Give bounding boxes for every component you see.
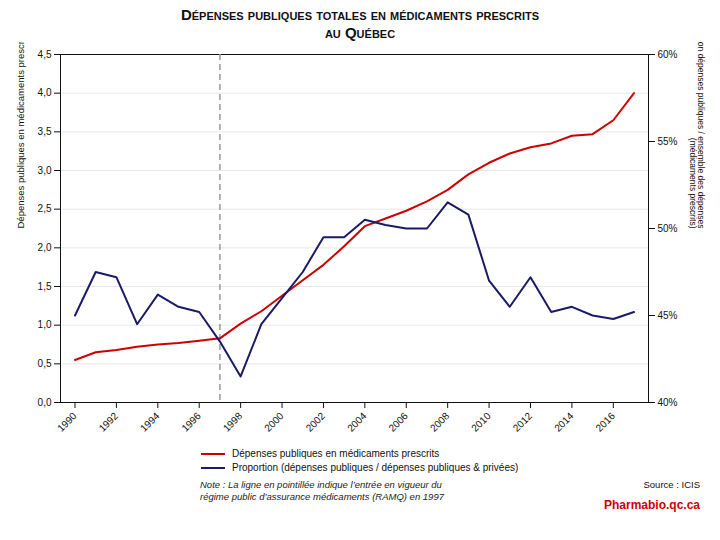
- svg-text:Proportion dépenses publiques: Proportion dépenses publiques / ensemble…: [688, 42, 707, 229]
- svg-text:2012: 2012: [511, 410, 535, 434]
- svg-text:1,5: 1,5: [38, 281, 52, 292]
- svg-text:55%: 55%: [658, 136, 678, 147]
- html-text:Dépenses publiques en médicame: Dépenses publiques en médicaments prescr…: [232, 448, 440, 459]
- svg-text:1992: 1992: [97, 410, 121, 434]
- html-text:Proportion (dépenses publiques: Proportion (dépenses publiques / dépense…: [232, 462, 519, 473]
- svg-text:2008: 2008: [428, 410, 452, 434]
- svg-text:1,0: 1,0: [38, 319, 52, 330]
- svg-text:2000: 2000: [262, 410, 286, 434]
- svg-text:0,5: 0,5: [38, 358, 52, 369]
- svg-text:1990: 1990: [55, 410, 79, 434]
- svg-text:2002: 2002: [304, 410, 328, 434]
- svg-text:2006: 2006: [386, 410, 410, 434]
- svg-text:3,5: 3,5: [38, 126, 52, 137]
- svg-text:45%: 45%: [658, 310, 678, 321]
- svg-text:3,0: 3,0: [38, 165, 52, 176]
- svg-text:2010: 2010: [469, 410, 493, 434]
- svg-text:1996: 1996: [179, 410, 203, 434]
- svg-text:2014: 2014: [552, 410, 576, 434]
- svg-text:1994: 1994: [138, 410, 162, 434]
- html-text:Note : La ligne en pointillée: Note : La ligne en pointillée indique l’…: [200, 479, 444, 502]
- html-text:Dépenses publiques totales en: Dépenses publiques totales en médicament…: [180, 6, 540, 41]
- svg-text:60%: 60%: [658, 49, 678, 60]
- svg-text:2,5: 2,5: [38, 203, 52, 214]
- svg-text:1998: 1998: [221, 410, 245, 434]
- svg-text:4,5: 4,5: [38, 49, 52, 60]
- svg-text:4,0: 4,0: [38, 87, 52, 98]
- svg-text:2016: 2016: [593, 410, 617, 434]
- svg-text:40%: 40%: [658, 397, 678, 408]
- svg-text:2,0: 2,0: [38, 242, 52, 253]
- svg-text:Dépenses publiques en médicame: Dépenses publiques en médicaments prescr…: [15, 42, 26, 229]
- html-text:Source : ICIS: Source : ICIS: [643, 479, 700, 490]
- svg-text:50%: 50%: [658, 223, 678, 234]
- svg-text:0,0: 0,0: [38, 397, 52, 408]
- svg-text:2004: 2004: [345, 410, 369, 434]
- html-text:Pharmabio.qc.ca: Pharmabio.qc.ca: [604, 498, 700, 512]
